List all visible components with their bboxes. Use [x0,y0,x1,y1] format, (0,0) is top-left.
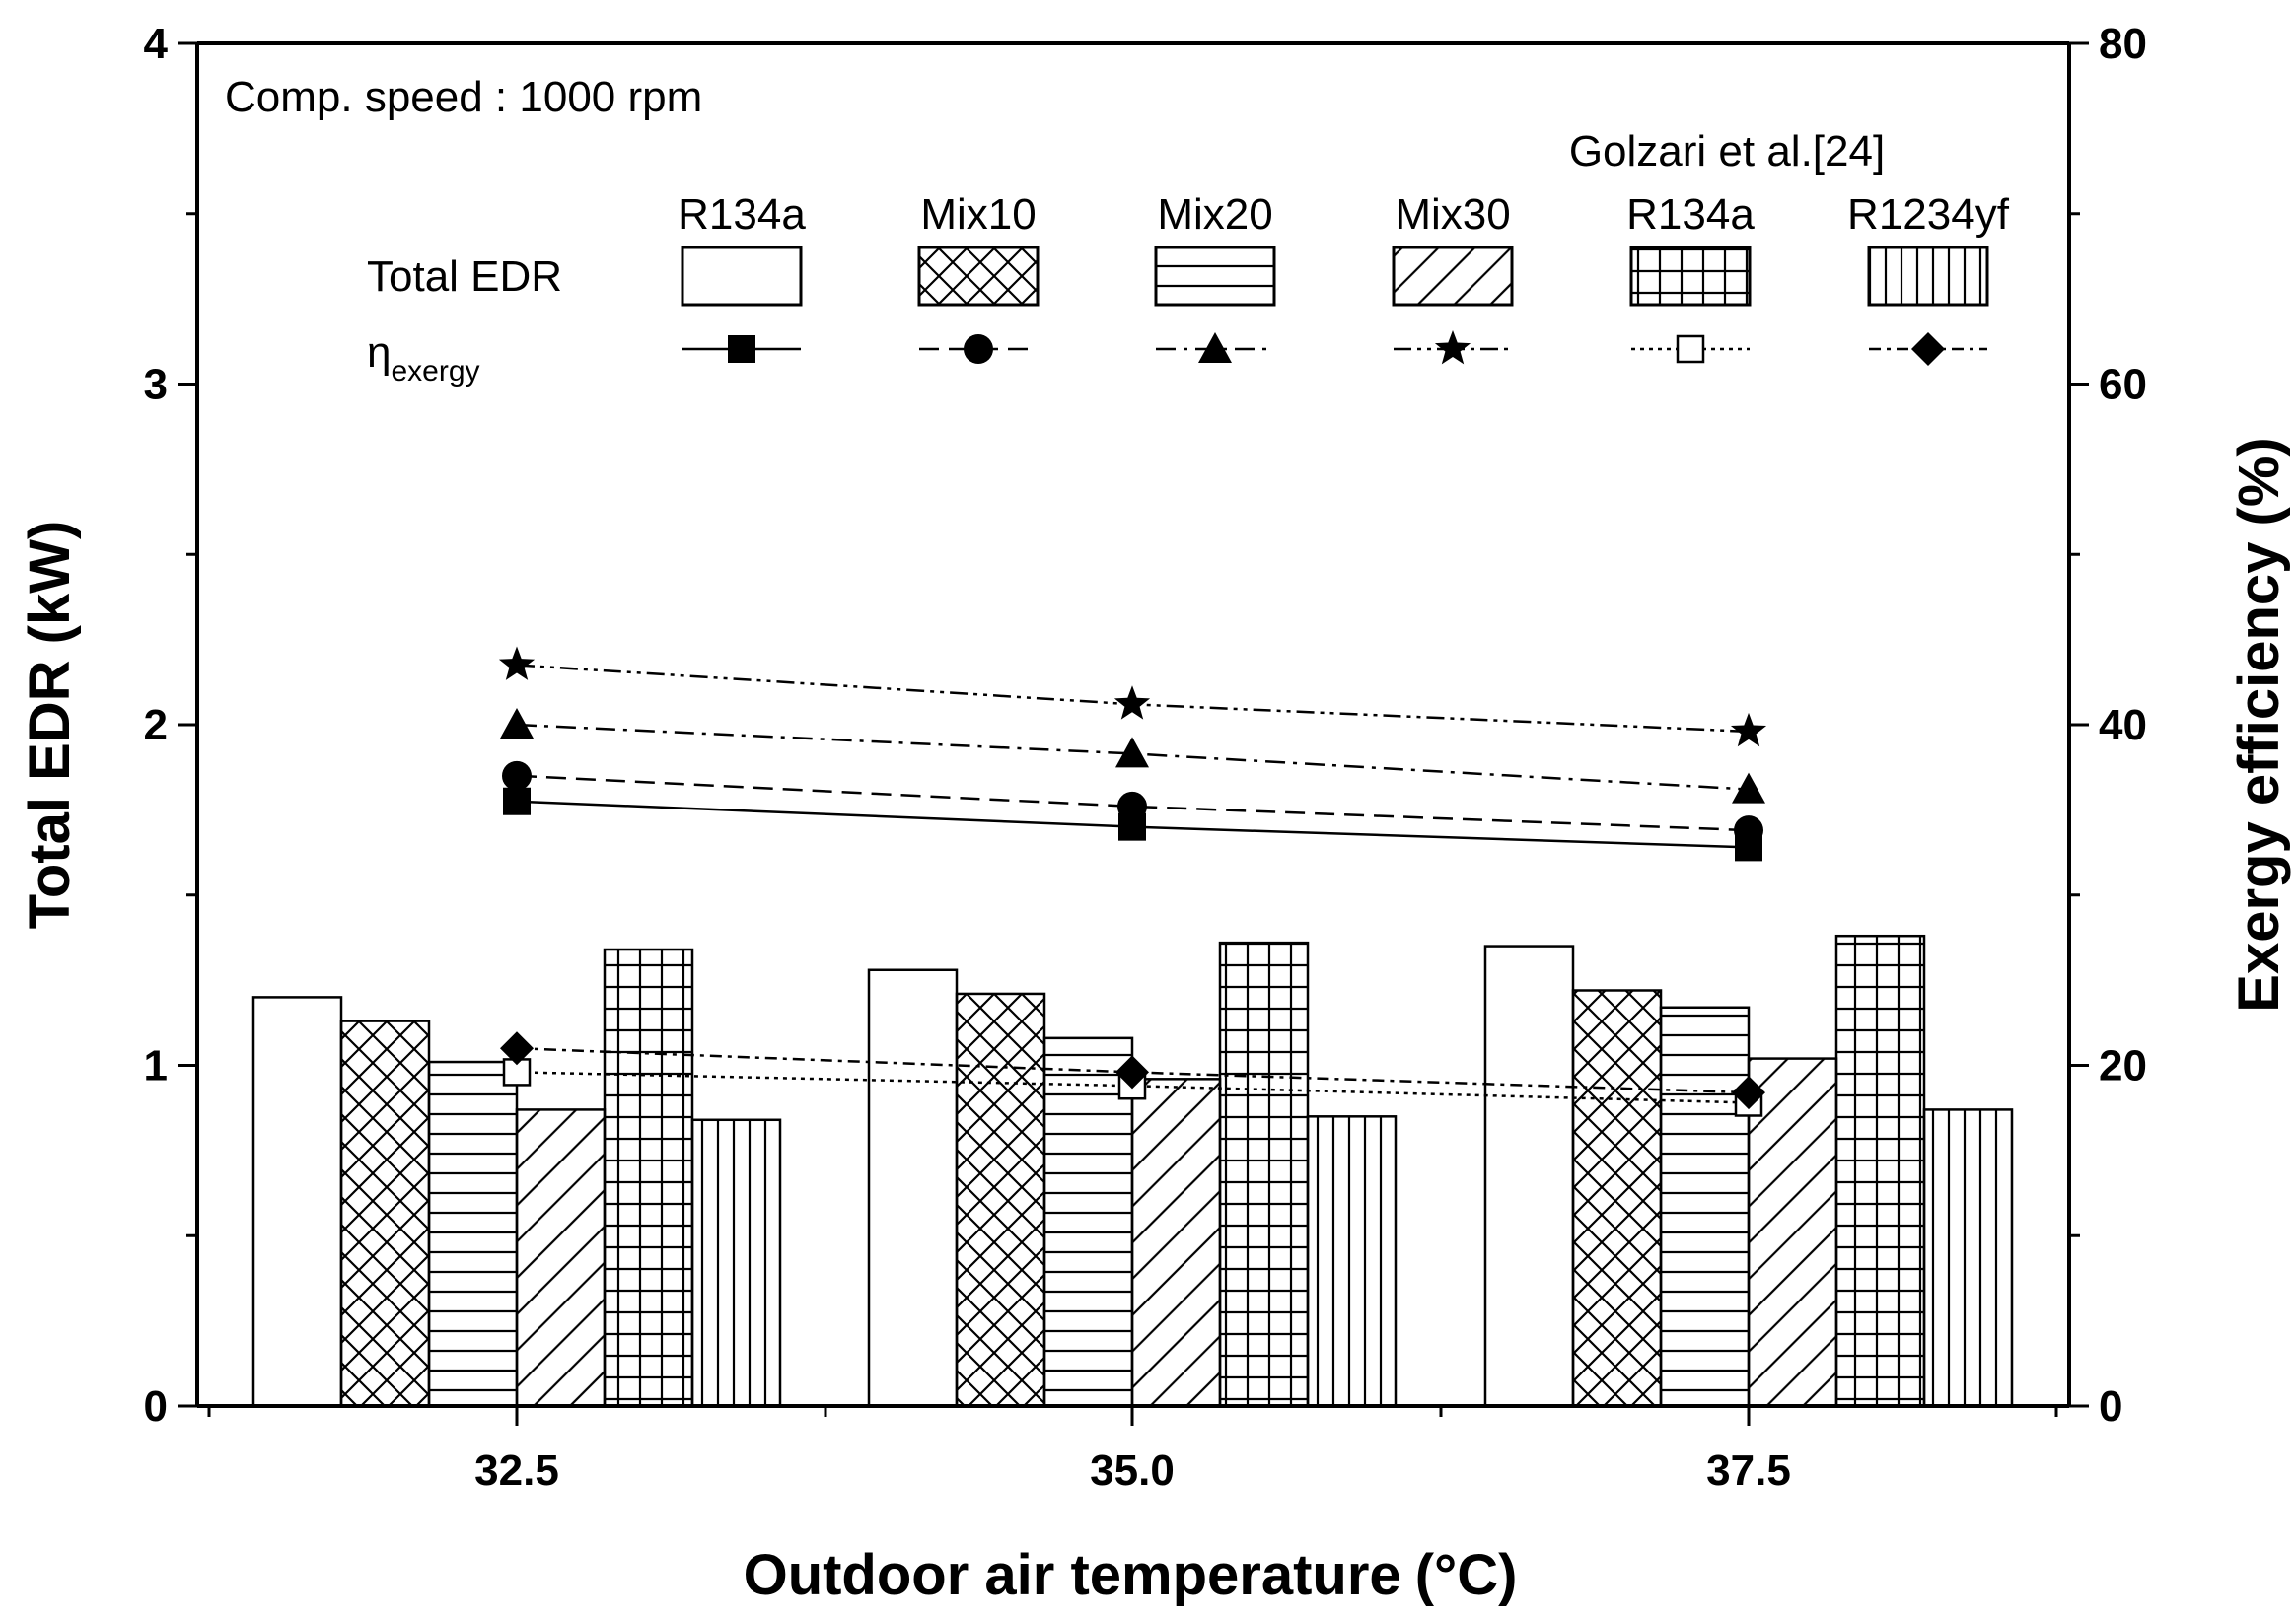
x-axis-title-unit: (°C) [1415,1543,1518,1607]
x-tick-label: 35.0 [1090,1446,1175,1495]
legend-swatch-r134a-0 [681,246,803,307]
legend-marker-r134a-4 [1676,334,1705,364]
marker-r134a-0-32.5 [503,787,531,815]
legend-swatch-mix10-1 [917,246,1040,307]
bar-mix30-3-32.5 [515,1108,607,1408]
legend-eta-subscript: exergy [391,355,479,387]
marker-mix10-1-37.5 [1734,815,1763,846]
bar-r1234yf-5-37.5 [1922,1108,2014,1408]
bar-mix20-2-35.0 [1042,1036,1134,1408]
legend-swatch-r1234yf-5 [1867,246,1989,307]
y-left-tick-label: 2 [144,701,168,749]
legend-marker-mix30-3 [1434,330,1471,365]
x-axis-title-text: Outdoor air temperature [744,1543,1401,1607]
marker-r1234yf-5-35.0 [1115,1055,1149,1090]
bar-r134a-0-32.5 [251,996,343,1408]
y-left-tick-label: 1 [144,1042,168,1090]
y-right-tick-label: 40 [2099,701,2147,749]
y-right-tick-label: 20 [2099,1042,2147,1090]
legend-series-name: Mix10 [920,190,1036,239]
bar-r1234yf-5-32.5 [690,1118,782,1408]
legend-row-label-lines: ηexergy [367,328,480,387]
legend-series-name: R1234yf [1847,190,2010,239]
y-left-tick-label: 4 [144,20,169,68]
legend-marker-r134a-0 [728,335,755,363]
legend-marker-mix10-1 [964,334,993,364]
bar-r134a-4-35.0 [1218,941,1310,1408]
x-tick-label: 37.5 [1706,1446,1791,1495]
legend-eta-symbol: η [367,328,391,377]
bar-mix30-3-37.5 [1747,1057,1838,1408]
marker-mix30-3-37.5 [1730,712,1767,747]
x-tick-label: 32.5 [474,1446,559,1495]
legend-series-name: R134a [1626,190,1755,239]
bar-mix10-1-37.5 [1571,989,1663,1408]
legend-swatch-mix20-2 [1154,246,1276,307]
marker-mix20-2-37.5 [1732,772,1765,804]
bar-r1234yf-5-35.0 [1306,1115,1398,1408]
marker-mix20-2-35.0 [1115,737,1149,768]
bar-r134a-4-37.5 [1834,934,1926,1408]
bar-mix10-1-35.0 [955,992,1046,1408]
bar-mix20-2-32.5 [427,1060,519,1408]
y-left-tick-label: 0 [144,1382,168,1431]
legend-row-label-bars: Total EDR [367,252,562,301]
marker-mix20-2-32.5 [500,708,534,739]
legend-series-name: Mix20 [1157,190,1272,239]
legend-reference-label: Golzari et al.[24] [1569,127,1885,176]
y-right-tick-label: 80 [2099,20,2147,68]
marker-mix10-1-35.0 [1117,791,1147,821]
y-right-tick-label: 60 [2099,361,2147,409]
y-axis-left-title: Total EDR (kW) [18,521,82,930]
legend-swatch-mix30-3 [1392,246,1514,307]
line-series-mix20-2 [516,723,1750,791]
y-axis-right-title: Exergy efficiency (%) [2227,437,2291,1012]
bar-mix10-1-32.5 [339,1020,431,1408]
legend: Golzari et al.[24] Total EDR ηexergy R134a M… [367,127,2010,387]
legend-marker-mix20-2 [1198,332,1232,363]
marker-mix30-3-32.5 [498,646,536,680]
y-left-tick-label: 3 [144,361,168,409]
bar-mix20-2-37.5 [1659,1006,1751,1408]
legend-series-name: R134a [678,190,806,239]
marker-mix10-1-32.5 [502,760,532,791]
x-axis-title: Outdoor air temperature (°C) [744,1543,1518,1607]
bars-layer [251,934,2014,1408]
y-right-tick-label: 0 [2099,1382,2122,1431]
legend-marker-r1234yf-5 [1911,332,1945,366]
marker-r1234yf-5-37.5 [1732,1076,1765,1110]
marker-mix30-3-35.0 [1113,685,1151,720]
bar-r134a-0-37.5 [1483,945,1575,1408]
bar-r134a-4-32.5 [603,948,694,1408]
bar-mix30-3-35.0 [1130,1078,1222,1408]
legend-swatch-r134a-4 [1629,246,1752,307]
bar-r134a-0-35.0 [867,968,959,1408]
legend-series-name: Mix30 [1395,190,1510,239]
annotation-text: Comp. speed : 1000 rpm [225,73,702,121]
marker-r1234yf-5-32.5 [500,1031,534,1066]
lines-layer [498,646,1767,1117]
